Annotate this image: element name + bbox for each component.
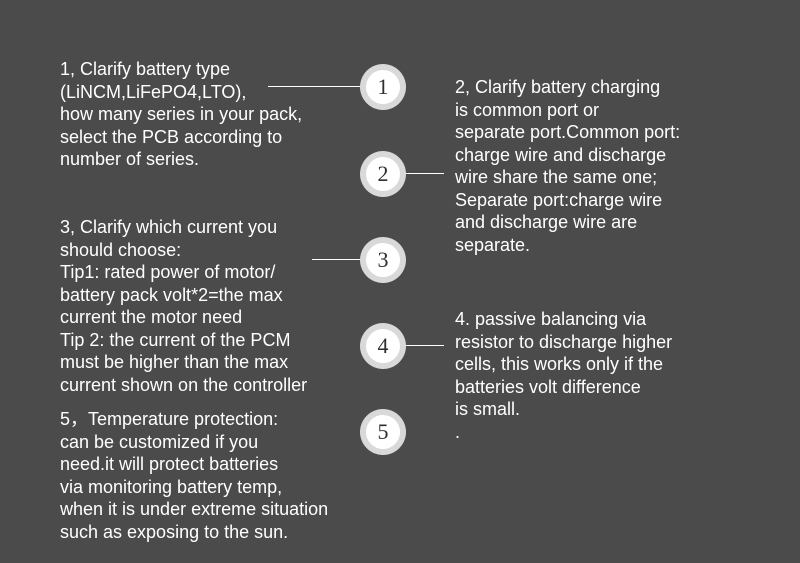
step-text-b5: 5，Temperature protection: can be customi… (60, 408, 380, 543)
step-number-4: 4 (378, 333, 389, 359)
step-text-b1: 1, Clarify battery type (LiNCM,LiFePO4,L… (60, 58, 360, 171)
step-circle-inner-1: 1 (366, 70, 400, 104)
connector-2 (406, 173, 444, 174)
step-number-5: 5 (378, 419, 389, 445)
connector-1 (268, 86, 362, 87)
step-text-b2: 2, Clarify battery charging is common po… (455, 76, 745, 256)
connector-4 (406, 345, 444, 346)
step-number-3: 3 (378, 247, 389, 273)
step-circle-4: 4 (360, 323, 406, 369)
connector-3 (312, 259, 362, 260)
step-circle-inner-4: 4 (366, 329, 400, 363)
step-number-1: 1 (378, 74, 389, 100)
step-text-b4: 4. passive balancing via resistor to dis… (455, 308, 755, 443)
step-circle-1: 1 (360, 64, 406, 110)
step-number-2: 2 (378, 161, 389, 187)
step-circle-inner-5: 5 (366, 415, 400, 449)
step-circle-5: 5 (360, 409, 406, 455)
infographic-canvas: 1, Clarify battery type (LiNCM,LiFePO4,L… (0, 0, 800, 563)
step-circle-inner-2: 2 (366, 157, 400, 191)
step-circle-inner-3: 3 (366, 243, 400, 277)
step-text-b3: 3, Clarify which current you should choo… (60, 216, 380, 396)
step-circle-2: 2 (360, 151, 406, 197)
step-circle-3: 3 (360, 237, 406, 283)
